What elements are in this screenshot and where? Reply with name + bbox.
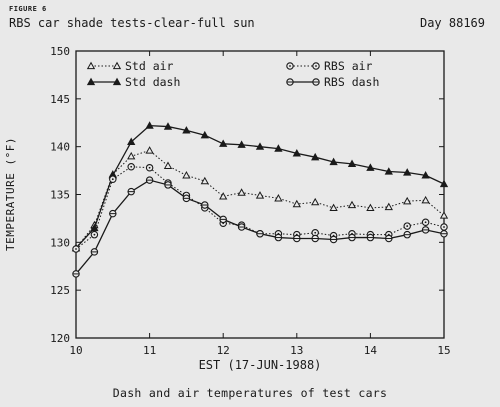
- y-tick-label: 120: [50, 332, 70, 345]
- data-point-std-air: [219, 192, 228, 200]
- data-point-std-dash: [329, 157, 338, 166]
- data-point-std-air: [329, 203, 338, 212]
- y-tick-label: 150: [50, 45, 70, 58]
- data-point-std-air: [421, 195, 430, 204]
- data-point-std-air: [200, 176, 209, 185]
- data-point-std-dash: [182, 126, 191, 134]
- legend-marker-std-air: [112, 61, 122, 70]
- data-point-std-air: [311, 197, 320, 206]
- data-point-std-dash: [439, 179, 449, 188]
- y-tick-label: 145: [50, 93, 70, 106]
- data-point-std-air: [403, 196, 412, 205]
- data-point-std-dash: [145, 121, 154, 129]
- legend-label-std-air: Std air: [125, 59, 174, 73]
- data-point-std-air: [163, 161, 173, 169]
- series-line-std-air: [75, 149, 445, 249]
- x-tick-label: 13: [290, 344, 303, 357]
- data-point-rbs-air-dot: [111, 178, 114, 181]
- figure-caption: Dash and air temperatures of test cars: [112, 386, 388, 400]
- data-point-std-dash: [274, 144, 283, 152]
- data-point-std-dash: [403, 168, 412, 176]
- data-point-std-dash: [292, 149, 301, 157]
- y-tick-label: 140: [50, 141, 70, 154]
- data-point-rbs-air-dot: [93, 233, 96, 236]
- data-point-std-air: [384, 202, 393, 211]
- legend-marker-rbs-air-dot: [315, 65, 317, 67]
- y-tick-label: 125: [50, 284, 70, 297]
- data-point-std-air: [347, 200, 357, 209]
- legend-label-std-dash: Std dash: [125, 75, 180, 89]
- data-point-std-dash: [421, 171, 430, 179]
- data-point-std-air: [182, 171, 191, 179]
- y-tick-label: 135: [50, 189, 70, 202]
- data-point-std-air: [439, 211, 449, 219]
- data-point-std-dash: [366, 163, 375, 171]
- data-point-std-air: [127, 151, 136, 160]
- legend-marker-rbs-air-dot: [289, 65, 291, 67]
- data-point-rbs-air-dot: [314, 231, 317, 234]
- x-tick-label: 15: [437, 344, 450, 357]
- data-point-std-dash: [219, 139, 228, 147]
- data-point-std-air: [366, 203, 375, 212]
- data-point-std-dash: [384, 167, 393, 175]
- x-tick-label: 10: [69, 344, 82, 357]
- data-point-std-dash: [347, 159, 357, 168]
- data-point-std-dash: [200, 130, 209, 139]
- data-point-rbs-air-dot: [406, 225, 409, 227]
- x-tick-label: 12: [217, 344, 230, 357]
- y-axis-label: TEMPERATURE (°F): [4, 137, 17, 251]
- legend-marker-std-dash: [86, 77, 96, 86]
- x-tick-label: 14: [364, 344, 378, 357]
- data-point-std-dash: [237, 140, 246, 148]
- data-point-rbs-air-dot: [148, 166, 151, 169]
- x-axis-label: EST (17-JUN-1988): [199, 358, 322, 372]
- chart-subtitle: Day 88169: [419, 16, 485, 30]
- data-point-std-air: [255, 191, 265, 199]
- data-point-std-air: [237, 188, 246, 196]
- data-point-std-dash: [311, 152, 320, 161]
- figure-label: FIGURE 6: [9, 5, 47, 13]
- x-tick-label: 11: [143, 344, 156, 357]
- data-point-rbs-air-dot: [424, 221, 427, 224]
- legend-label-rbs-air: RBS air: [324, 59, 373, 73]
- data-point-rbs-air-dot: [443, 226, 445, 228]
- data-point-std-dash: [255, 142, 265, 150]
- legend-marker-std-air: [86, 61, 96, 70]
- data-point-std-air: [292, 199, 301, 208]
- data-point-std-air: [145, 146, 154, 154]
- legend-marker-std-dash: [112, 77, 122, 86]
- data-point-rbs-air-dot: [75, 248, 77, 250]
- legend-label-rbs-dash: RBS dash: [324, 75, 379, 89]
- data-point-std-air: [274, 193, 283, 202]
- chart-title: RBS car shade tests-clear-full sun: [9, 16, 255, 30]
- data-point-std-dash: [163, 122, 173, 130]
- data-point-std-dash: [127, 137, 136, 146]
- y-tick-label: 130: [50, 236, 70, 249]
- data-point-rbs-air-dot: [130, 165, 133, 168]
